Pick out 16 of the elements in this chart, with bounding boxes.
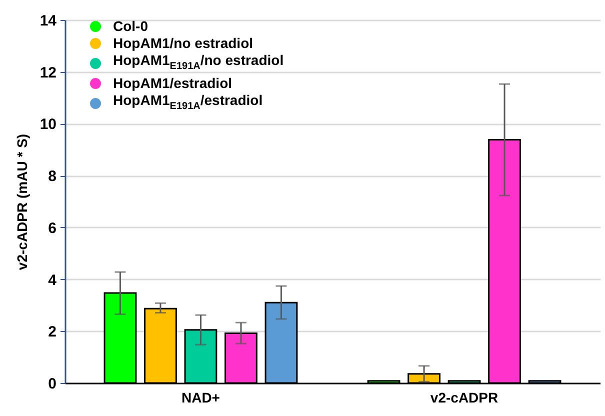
legend-label: HopAM1$_{E191A}$/estradiol — [113, 92, 263, 114]
x-tick-label: v2-cADPR — [430, 390, 498, 406]
y-tick-label: 14 — [40, 12, 58, 30]
y-tick-label: 4 — [48, 272, 58, 289]
y-tick-label: 0 — [48, 376, 56, 392]
legend-label: HopAM1/no estradiol — [113, 35, 254, 52]
y-tick-label: 8 — [48, 168, 56, 186]
y-tick-label: 12 — [40, 64, 56, 82]
y-tick-label: 2 — [48, 324, 56, 341]
y-axis-title: v2-cADPR (mAU * S) — [14, 134, 30, 270]
x-tick-label: NAD+ — [181, 390, 220, 406]
legend-label: HopAM1$_{E191A}$/no estradiol — [113, 52, 284, 74]
y-tick-label: 6 — [48, 220, 56, 237]
y-tick-label: 10 — [40, 116, 56, 134]
legend-label: Col-0 — [113, 18, 148, 35]
legend-label: HopAM1/estradiol — [113, 74, 232, 92]
